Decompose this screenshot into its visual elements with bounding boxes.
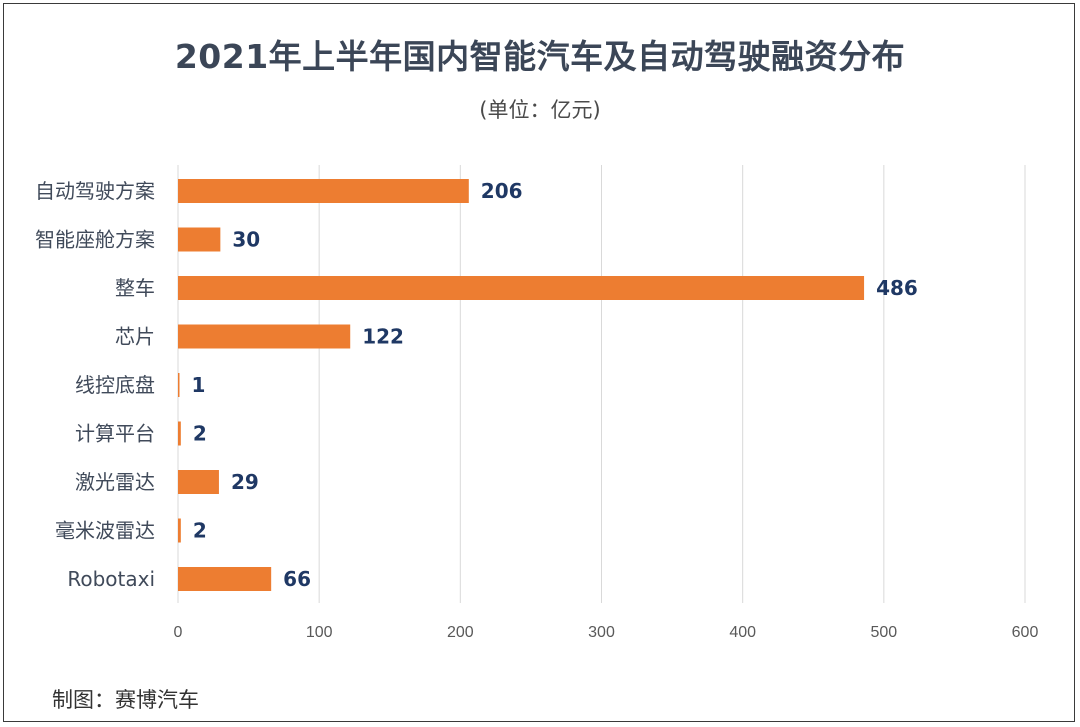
category-label: 智能座舱方案 (35, 228, 155, 252)
data-label: 206 (481, 179, 523, 203)
data-label: 30 (232, 228, 260, 252)
category-label: 自动驾驶方案 (35, 179, 155, 203)
chart-subtitle: (单位：亿元) (479, 98, 601, 122)
category-label: 激光雷达 (75, 470, 155, 494)
bar (178, 324, 351, 349)
chart-frame (3, 3, 1075, 722)
bar (178, 518, 181, 543)
bar (178, 567, 272, 591)
bar (178, 276, 865, 300)
bar (178, 179, 469, 203)
category-label: 线控底盘 (75, 373, 155, 397)
data-label: 486 (876, 276, 918, 300)
bar (178, 470, 219, 494)
bar (178, 421, 181, 446)
category-label: 毫米波雷达 (55, 519, 155, 543)
source-credit: 制图：赛博汽车 (52, 688, 199, 712)
category-label: Robotaxi (67, 567, 155, 591)
category-label: 整车 (115, 276, 155, 300)
category-label: 芯片 (115, 325, 155, 349)
data-label: 1 (192, 373, 206, 397)
data-label: 2 (193, 422, 207, 446)
x-tick-label: 0 (174, 624, 183, 641)
x-tick-label: 200 (447, 624, 474, 641)
bar (178, 373, 180, 397)
chart-title: 2021年上半年国内智能汽车及自动驾驶融资分布 (174, 37, 906, 76)
x-tick-label: 500 (870, 624, 897, 641)
data-label: 2 (193, 519, 207, 543)
x-tick-label: 300 (588, 624, 615, 641)
bar (178, 227, 221, 252)
data-label: 29 (231, 470, 259, 494)
x-tick-label: 600 (1012, 624, 1039, 641)
x-tick-label: 100 (306, 624, 333, 641)
data-label: 66 (283, 567, 311, 591)
data-label: 122 (362, 325, 404, 349)
x-tick-label: 400 (729, 624, 756, 641)
category-label: 计算平台 (75, 422, 155, 446)
